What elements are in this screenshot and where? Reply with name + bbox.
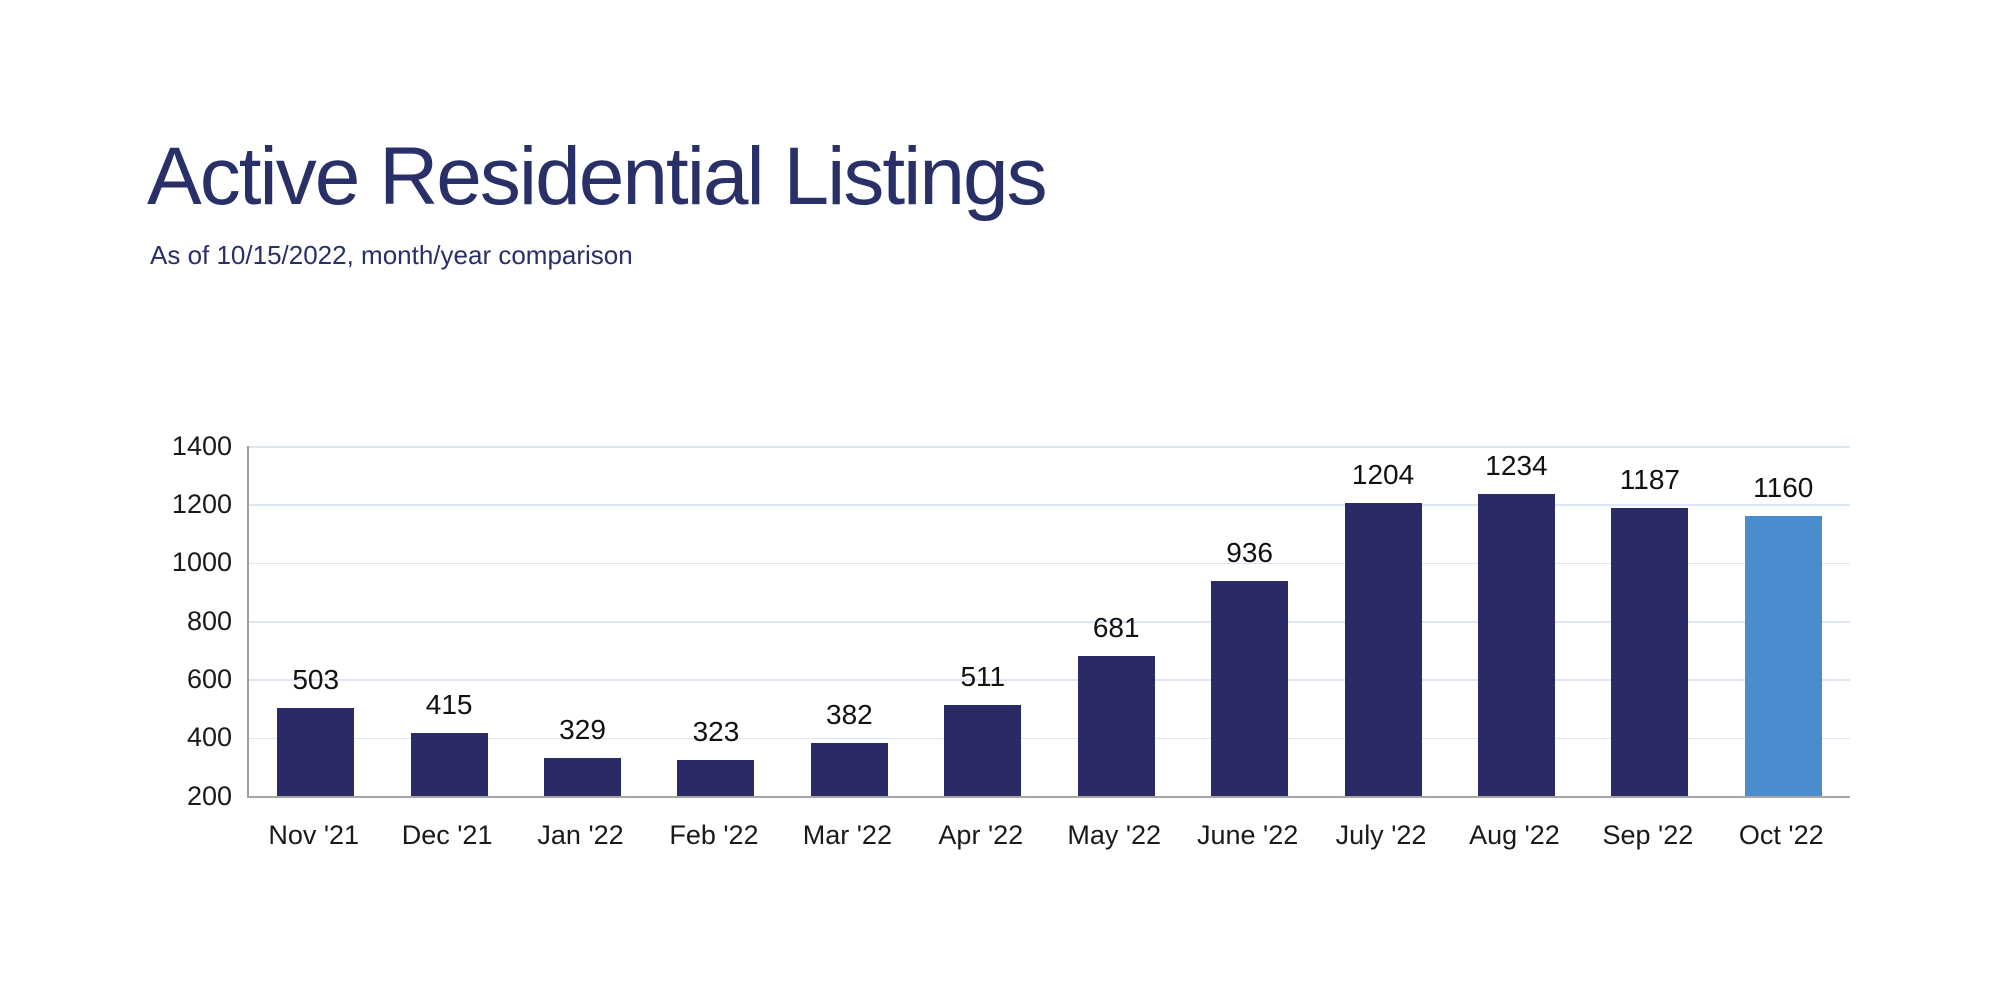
x-tick-label: July '22 — [1335, 820, 1427, 850]
bar-value-label: 329 — [559, 714, 606, 746]
page-subtitle: As of 10/15/2022, month/year comparison — [150, 240, 633, 270]
gridline — [249, 621, 1850, 623]
bar — [277, 707, 355, 796]
y-tick-label: 1200 — [171, 488, 232, 519]
y-tick-label: 1400 — [171, 430, 232, 461]
bar — [410, 733, 488, 796]
gridline — [249, 737, 1850, 740]
plot-area: 503 415 329 323 382 511 681 936 1204 1234 1187 1160 — [247, 446, 1850, 798]
bar — [1611, 508, 1689, 796]
bar-value-label: 1234 — [1485, 450, 1548, 482]
x-tick-label: Dec '21 — [401, 820, 493, 850]
x-tick-label: Mar '22 — [802, 820, 892, 850]
gridline — [249, 504, 1850, 506]
bar-value-label: 415 — [425, 689, 473, 721]
y-tick-label: 800 — [186, 605, 232, 636]
bar-value-label: 1160 — [1753, 472, 1814, 503]
gridline — [249, 679, 1850, 681]
bar — [1744, 516, 1822, 796]
y-tick-label: 400 — [186, 722, 232, 753]
x-tick-label: Oct '22 — [1738, 820, 1824, 850]
y-tick-label: 600 — [186, 663, 232, 694]
x-tick-label: Apr '22 — [938, 820, 1024, 850]
bar-value-label: 1204 — [1351, 459, 1415, 491]
bar — [1477, 494, 1555, 796]
bar — [1344, 503, 1422, 796]
bar-value-label: 382 — [826, 698, 873, 730]
gridline — [249, 562, 1850, 565]
x-tick-label: Nov '21 — [268, 820, 360, 850]
bar — [677, 760, 755, 796]
bar-value-label: 323 — [692, 716, 740, 748]
x-tick-label: Feb '22 — [669, 820, 759, 850]
bar — [1077, 655, 1155, 796]
bar-value-label: 1187 — [1619, 464, 1680, 496]
bar-value-label: 503 — [292, 663, 340, 695]
x-tick-label: Sep '22 — [1602, 820, 1694, 850]
gridline — [249, 446, 1850, 448]
bar — [544, 758, 622, 796]
page-title: Active Residential Listings — [147, 131, 1048, 222]
bar — [944, 705, 1022, 796]
bar-value-label: 936 — [1226, 537, 1273, 569]
bar-value-label: 681 — [1092, 611, 1140, 643]
bar-value-label: 511 — [960, 661, 1006, 693]
bar — [1211, 581, 1289, 796]
y-tick-label: 1000 — [171, 547, 232, 578]
x-tick-label: May '22 — [1067, 820, 1162, 850]
bar — [810, 742, 888, 796]
x-tick-label: June '22 — [1197, 820, 1299, 850]
x-tick-label: Aug '22 — [1469, 820, 1560, 850]
y-tick-label: 200 — [186, 780, 232, 811]
x-tick-label: Jan '22 — [537, 820, 624, 850]
